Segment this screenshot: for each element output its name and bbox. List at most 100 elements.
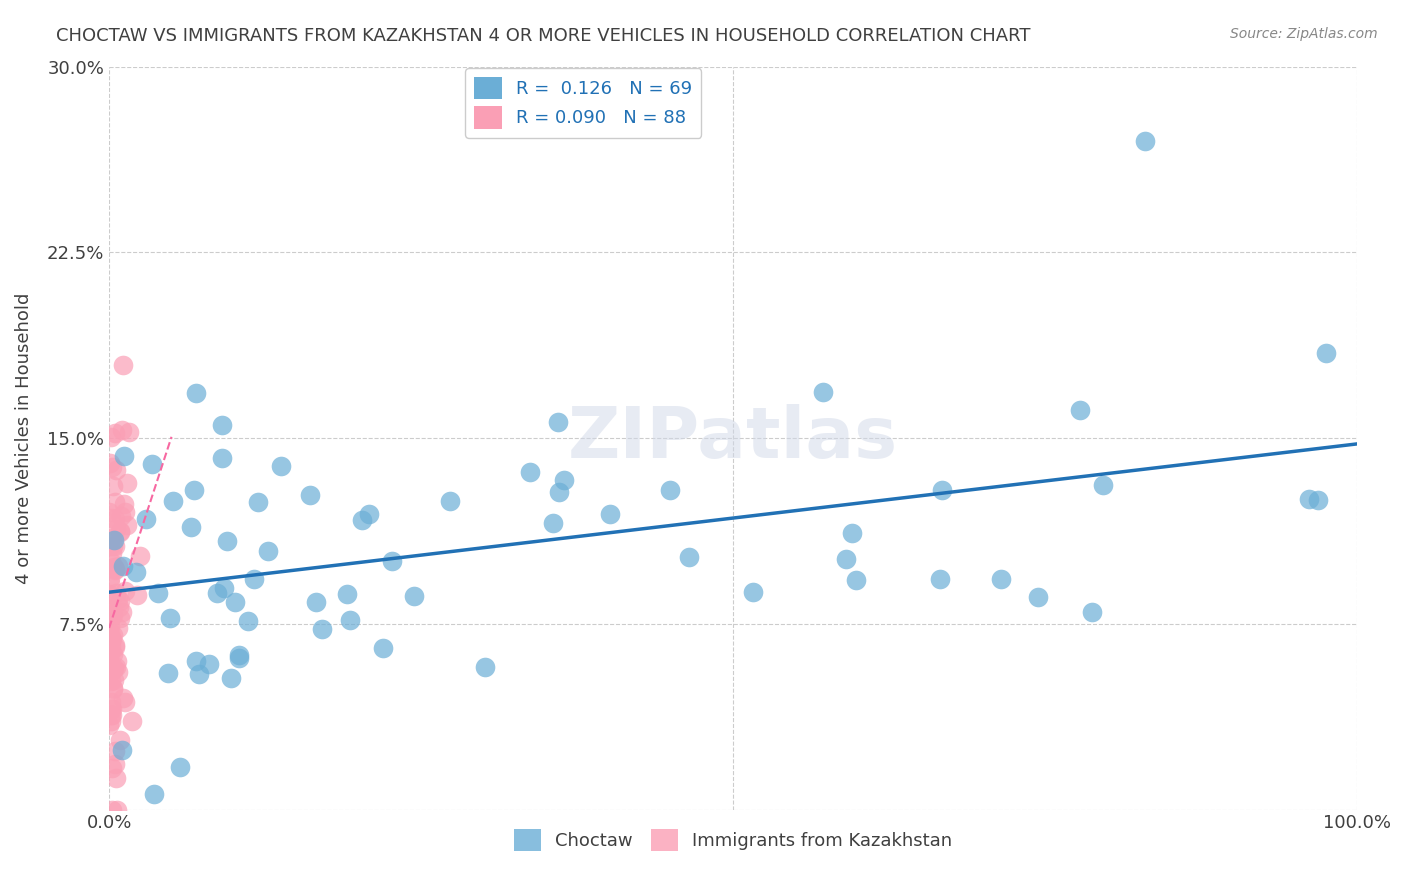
Point — [135, 512, 157, 526]
Point — [108, 611, 131, 625]
Point — [101, 708, 124, 723]
Point — [162, 494, 184, 508]
Point — [108, 524, 131, 538]
Point — [141, 458, 163, 472]
Point — [101, 803, 124, 817]
Point — [101, 761, 124, 775]
Point — [100, 430, 122, 444]
Point — [121, 714, 143, 729]
Point — [219, 671, 242, 685]
Point — [100, 510, 122, 524]
Point — [553, 474, 575, 488]
Text: ZIPatlas: ZIPatlas — [568, 403, 898, 473]
Point — [98, 505, 121, 519]
Point — [107, 558, 129, 573]
Point — [98, 647, 121, 661]
Point — [108, 524, 131, 539]
Point — [112, 358, 135, 372]
Point — [371, 641, 394, 656]
Point — [352, 513, 374, 527]
Point — [117, 425, 139, 439]
Point — [101, 681, 124, 695]
Point — [156, 665, 179, 680]
Legend: R =  0.126   N = 69, R = 0.090   N = 88: R = 0.126 N = 69, R = 0.090 N = 88 — [465, 68, 702, 137]
Point — [212, 582, 235, 596]
Point — [101, 479, 124, 493]
Point — [104, 562, 127, 576]
Point — [599, 507, 621, 521]
Point — [381, 554, 404, 568]
Point — [128, 549, 150, 563]
Point — [228, 650, 250, 665]
Point — [402, 589, 425, 603]
Point — [183, 483, 205, 498]
Point — [112, 497, 135, 511]
Point — [125, 588, 148, 602]
Point — [990, 573, 1012, 587]
Point — [103, 533, 125, 548]
Y-axis label: 4 or more Vehicles in Household: 4 or more Vehicles in Household — [15, 293, 32, 583]
Point — [101, 647, 124, 661]
Point — [104, 562, 127, 576]
Point — [931, 483, 953, 498]
Point — [336, 587, 359, 601]
Point — [169, 760, 191, 774]
Point — [100, 701, 122, 715]
Point — [104, 638, 127, 652]
Point — [114, 584, 136, 599]
Point — [1080, 605, 1102, 619]
Point — [108, 594, 131, 608]
Point — [100, 695, 122, 709]
Point — [125, 565, 148, 579]
Point — [305, 595, 328, 609]
Point — [98, 539, 121, 553]
Point — [813, 384, 835, 399]
Point — [742, 585, 765, 599]
Point — [104, 495, 127, 509]
Point — [311, 622, 333, 636]
Point — [224, 595, 246, 609]
Point — [100, 610, 122, 624]
Point — [104, 539, 127, 553]
Point — [104, 660, 127, 674]
Point — [104, 743, 127, 757]
Point — [845, 574, 868, 588]
Point — [100, 555, 122, 569]
Point — [105, 586, 128, 600]
Point — [107, 655, 129, 669]
Point — [98, 608, 121, 623]
Point — [98, 456, 121, 470]
Point — [104, 771, 127, 785]
Point — [100, 673, 122, 688]
Point — [143, 787, 166, 801]
Point — [100, 714, 122, 728]
Point — [114, 695, 136, 709]
Point — [107, 665, 129, 679]
Point — [198, 657, 221, 672]
Point — [101, 546, 124, 560]
Point — [105, 522, 128, 536]
Point — [112, 690, 135, 705]
Point — [114, 505, 136, 519]
Point — [101, 663, 124, 677]
Point — [107, 621, 129, 635]
Point — [228, 648, 250, 663]
Point — [357, 507, 380, 521]
Point — [98, 718, 121, 732]
Point — [1298, 491, 1320, 506]
Point — [659, 483, 682, 497]
Point — [105, 803, 128, 817]
Point — [205, 586, 228, 600]
Point — [100, 619, 122, 633]
Point — [1069, 403, 1091, 417]
Point — [211, 451, 233, 466]
Point — [100, 700, 122, 714]
Point — [929, 572, 952, 586]
Point — [98, 586, 121, 600]
Point — [111, 743, 134, 757]
Point — [98, 601, 121, 615]
Point — [105, 463, 128, 477]
Point — [100, 639, 122, 653]
Point — [101, 628, 124, 642]
Point — [100, 607, 122, 621]
